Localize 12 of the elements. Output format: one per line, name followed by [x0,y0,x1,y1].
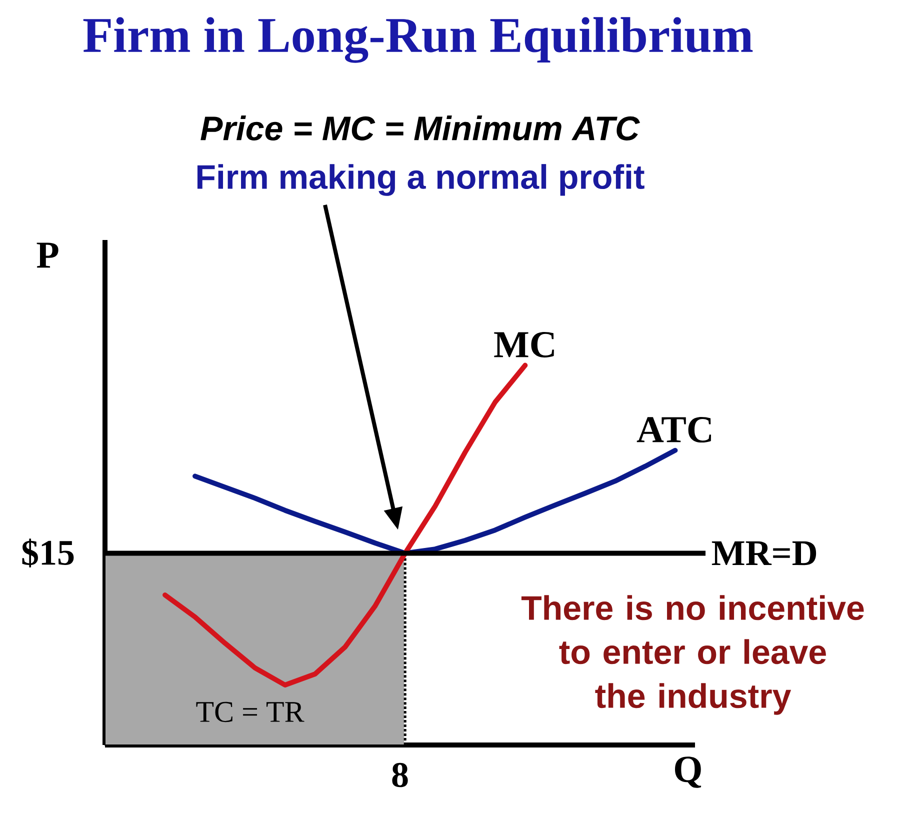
ref-line-label: MR=D [712,541,816,566]
text: Firm making a normal profit [197,164,644,196]
annotation: TC = TR [196,702,304,722]
text: $15 [22,538,74,568]
annotation: There is no incentive to enter or leave the industry [521,595,864,715]
text: Price = MC = Minimum ATC [200,116,640,140]
text: 8 [392,762,408,788]
y-axis-title: P [36,242,58,268]
x-axis-title: Q [675,756,702,788]
series-label: ATC [636,417,712,443]
series-label: MC [494,332,554,358]
chart-title: Firm in Long-Run Equilibrium [83,17,753,63]
